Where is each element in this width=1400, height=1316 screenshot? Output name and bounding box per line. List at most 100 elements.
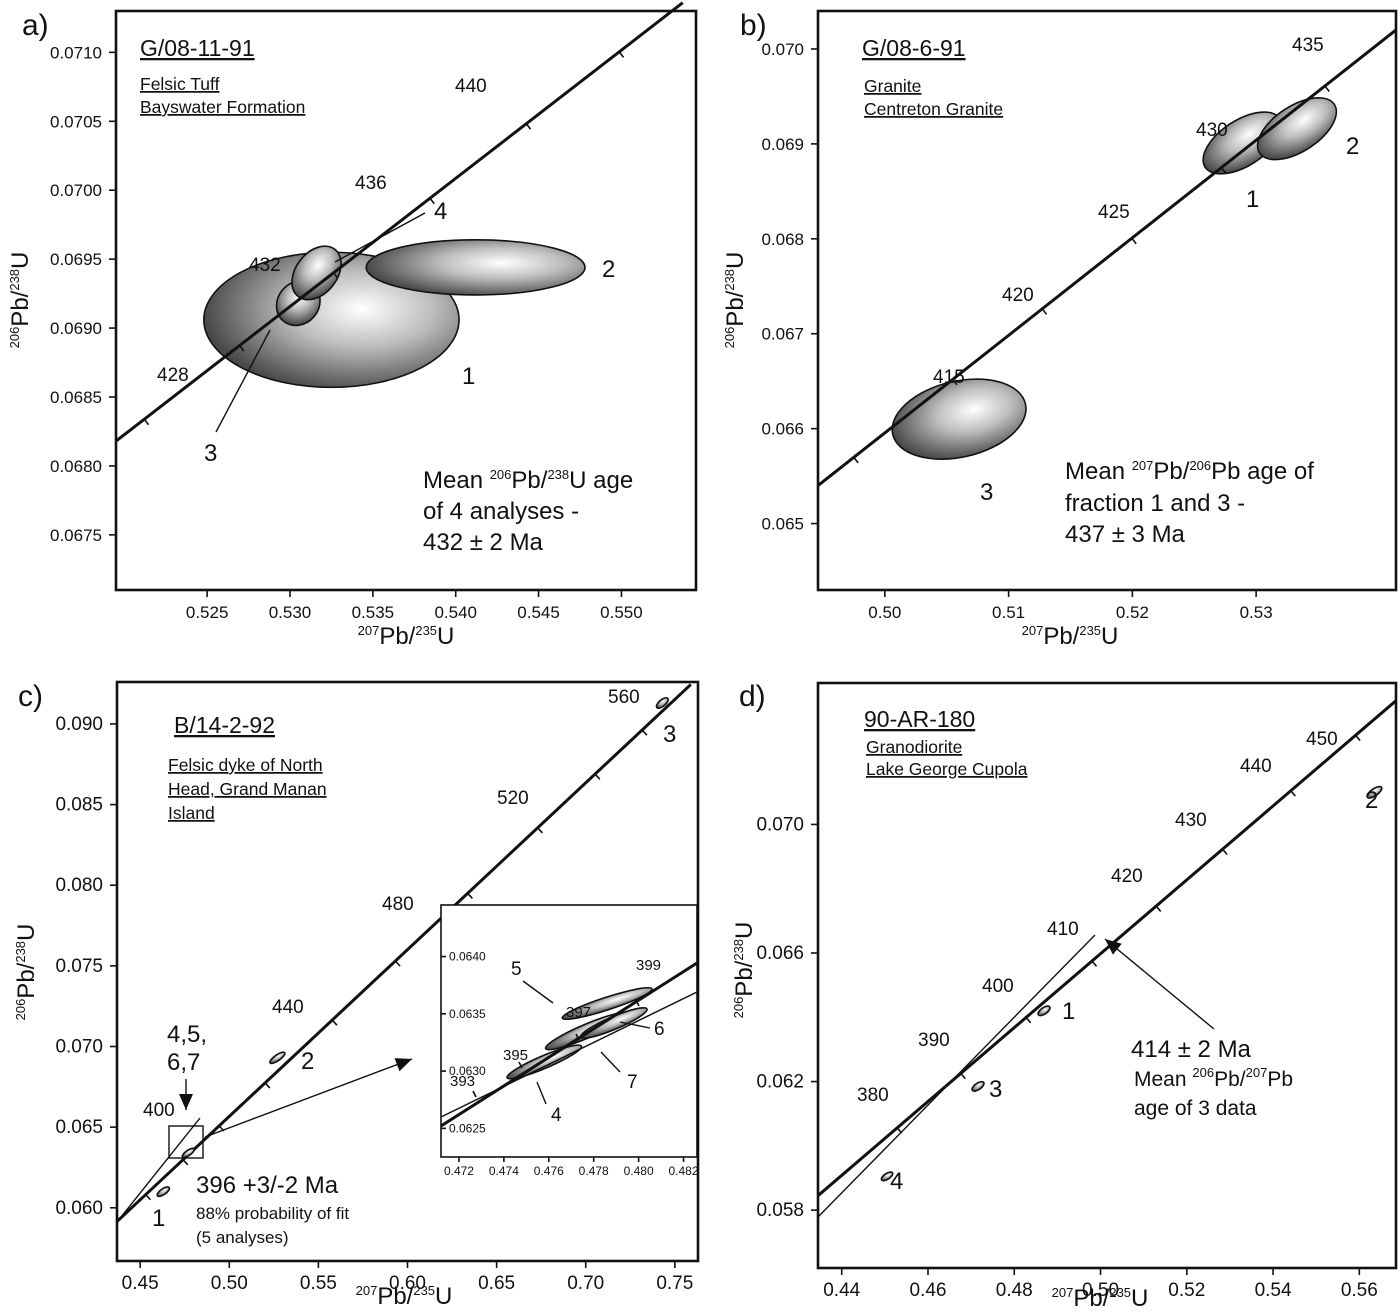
data-ellipse bbox=[156, 1186, 171, 1198]
inset-ellipse-5-label: 5 bbox=[511, 959, 522, 980]
concordia-tick bbox=[952, 378, 958, 386]
inset-y-tick-label: 0.0630 bbox=[449, 1064, 486, 1078]
panel-d-subtitle: Lake George Cupola bbox=[866, 759, 1028, 779]
x-tick-label: 0.50 bbox=[211, 1273, 248, 1294]
panel-b-annotation-line1: Mean 207Pb/206Pb age of bbox=[1065, 458, 1314, 485]
panel-c-inset: 0.472 0.474 0.476 0.478 0.480 0.482 0.0625 0.06… bbox=[440, 904, 699, 1178]
y-tick-label: 0.0705 bbox=[50, 112, 102, 131]
concordia-age-label: 480 bbox=[382, 894, 414, 915]
concordia-age-label: 436 bbox=[355, 173, 387, 194]
y-tick-label: 0.0690 bbox=[50, 319, 102, 338]
ellipse-1-label: 1 bbox=[152, 1205, 165, 1232]
y-tick-label: 0.0675 bbox=[50, 526, 102, 545]
inset-age-label: 395 bbox=[503, 1047, 528, 1064]
inset-x-tick-label: 0.474 bbox=[489, 1164, 519, 1178]
y-tick-label: 0.0710 bbox=[50, 43, 102, 62]
panel-a-concordia bbox=[115, 1, 684, 443]
x-tick-label: 0.51 bbox=[992, 603, 1025, 622]
inset-x-tick-label: 0.476 bbox=[534, 1164, 564, 1178]
panel-c-x-axis-label: 207Pb/235U bbox=[356, 1283, 453, 1310]
leader-line bbox=[536, 1081, 547, 1105]
concordia-tick bbox=[394, 960, 401, 967]
inset-concordia-tick bbox=[472, 1090, 477, 1098]
x-tick-label: 0.46 bbox=[910, 1280, 947, 1301]
panel-a-y-axis-label: 206Pb/238U bbox=[7, 252, 34, 349]
concordia-tick bbox=[1041, 308, 1048, 315]
ellipse-3-label: 3 bbox=[989, 1076, 1002, 1103]
concordia-age-label: 420 bbox=[1002, 285, 1034, 306]
panel-d-annotation-line1: Mean 206Pb/207Pb bbox=[1134, 1065, 1293, 1091]
concordia-age-label: 415 bbox=[933, 367, 965, 388]
ellipse-4-label: 4 bbox=[434, 198, 447, 225]
concordia-age-label: 400 bbox=[143, 1100, 175, 1121]
panel-c: c) 0.45 0.50 0.55 0.60 0.65 0.70 0.75 0.060 0.065… bbox=[13, 680, 700, 1310]
y-tick-label: 0.068 bbox=[761, 230, 804, 249]
inset-ellipse-6-label: 6 bbox=[654, 1019, 665, 1040]
x-tick-label: 0.54 bbox=[1255, 1280, 1292, 1301]
inset-concordia-tick bbox=[635, 999, 640, 1007]
ellipse-3-label: 3 bbox=[980, 479, 993, 506]
concordia-tick bbox=[594, 773, 601, 780]
panel-b-label: b) bbox=[740, 9, 767, 42]
panel-b-subtitle: Centreton Granite bbox=[864, 99, 1003, 119]
y-tick-label: 0.065 bbox=[761, 515, 804, 534]
y-tick-label: 0.0680 bbox=[50, 457, 102, 476]
arrowhead bbox=[1105, 939, 1122, 955]
concordia-tick bbox=[1155, 905, 1162, 912]
leader-line bbox=[215, 329, 271, 433]
y-tick-label: 0.065 bbox=[55, 1117, 103, 1138]
y-tick-label: 0.066 bbox=[761, 420, 804, 439]
inset-x-tick-label: 0.472 bbox=[444, 1164, 474, 1178]
x-tick-label: 0.545 bbox=[517, 603, 560, 622]
x-tick-label: 0.55 bbox=[300, 1273, 337, 1294]
concordia-tick bbox=[1025, 1016, 1032, 1024]
panel-b-subtitle: Granite bbox=[864, 76, 921, 96]
y-tick-label: 0.0695 bbox=[50, 250, 102, 269]
x-tick-label: 0.52 bbox=[1168, 1280, 1205, 1301]
panel-a-subtitle: Bayswater Formation bbox=[140, 97, 305, 117]
data-ellipse-1 bbox=[1037, 1005, 1051, 1017]
ellipse-cluster-label: 4,5, bbox=[167, 1021, 207, 1048]
y-tick-label: 0.069 bbox=[761, 135, 804, 154]
x-tick-label: 0.45 bbox=[122, 1273, 159, 1294]
ellipse-2-label: 2 bbox=[1346, 133, 1359, 160]
panel-c-reference-line bbox=[116, 1117, 201, 1223]
panel-a-annotation-line: of 4 analyses - bbox=[423, 498, 579, 525]
concordia-age-label: 450 bbox=[1306, 729, 1338, 750]
concordia-tick bbox=[537, 827, 544, 834]
x-tick-label: 0.70 bbox=[567, 1273, 604, 1294]
leader-line bbox=[619, 1021, 651, 1029]
concordia-age-label: 440 bbox=[455, 76, 487, 97]
inset-y-tick-label: 0.0625 bbox=[449, 1121, 486, 1135]
concordia-age-label: 520 bbox=[497, 788, 529, 809]
y-tick-label: 0.070 bbox=[761, 40, 804, 59]
panel-b-annotation-line: 437 ± 3 Ma bbox=[1065, 521, 1186, 548]
inset-concordia bbox=[440, 961, 698, 1128]
panel-d-title: 90-AR-180 bbox=[864, 706, 975, 732]
x-tick-label: 0.44 bbox=[823, 1280, 860, 1301]
concordia-tick bbox=[1221, 848, 1228, 856]
panel-c-fit: 88% probability of fit bbox=[196, 1204, 349, 1223]
panel-c-label: c) bbox=[18, 680, 43, 713]
panel-b-concordia bbox=[817, 28, 1397, 487]
ellipse-2-label: 2 bbox=[301, 1048, 314, 1075]
panel-d-arrow bbox=[1104, 938, 1215, 1030]
concordia-tick bbox=[525, 123, 532, 130]
arrowhead bbox=[394, 1058, 412, 1072]
x-tick-label: 0.56 bbox=[1341, 1280, 1378, 1301]
panel-d-y-axis-label: 206Pb/238U bbox=[731, 922, 758, 1019]
inset-concordia-tick bbox=[518, 1061, 523, 1069]
concordia-tick bbox=[1220, 167, 1227, 174]
panel-a-annotation-line1: Mean 206Pb/238U age bbox=[423, 467, 633, 494]
panel-c-age: 396 +3/-2 Ma bbox=[196, 1172, 339, 1199]
concordia-age-label: 410 bbox=[1047, 919, 1079, 940]
x-tick-label: 0.65 bbox=[478, 1273, 515, 1294]
panel-a-subtitle: Felsic Tuff bbox=[140, 74, 220, 94]
x-tick-label: 0.525 bbox=[186, 603, 229, 622]
inset-age-label: 397 bbox=[566, 1004, 591, 1021]
concordia-tick bbox=[182, 1159, 189, 1166]
y-tick-label: 0.067 bbox=[761, 325, 804, 344]
panel-a-annotation-line: 432 ± 2 Ma bbox=[423, 529, 544, 556]
y-tick-label: 0.062 bbox=[756, 1072, 804, 1093]
y-tick-label: 0.080 bbox=[55, 875, 103, 896]
